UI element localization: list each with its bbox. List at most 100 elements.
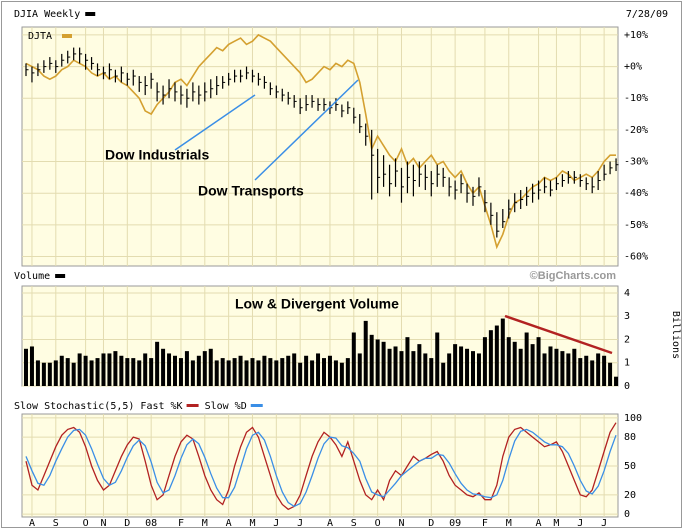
date: 7/28/09 <box>626 9 668 20</box>
bar <box>518 348 523 386</box>
bar <box>286 355 291 386</box>
panel-title: Volume <box>14 271 50 282</box>
y-tick-label: 2 <box>624 334 630 345</box>
x-tick-label: J <box>577 518 583 529</box>
bar <box>184 351 189 386</box>
panel-title: DJIA Weekly <box>14 9 80 20</box>
bar <box>602 355 607 386</box>
bar <box>417 344 422 386</box>
bar <box>441 362 446 386</box>
bar <box>29 346 34 386</box>
legend-swatch <box>62 34 72 38</box>
annotation: Dow Industrials <box>105 147 209 163</box>
bar <box>393 346 398 386</box>
y-tick-label: 80 <box>624 432 636 443</box>
bar <box>125 358 130 386</box>
bar <box>77 353 82 386</box>
x-tick-label: F <box>482 518 488 529</box>
y-tick-label: 4 <box>624 288 630 299</box>
y-tick-label: 0 <box>624 509 630 520</box>
bar <box>53 360 58 386</box>
legend-label: Slow %D <box>205 401 247 412</box>
bar <box>465 348 470 386</box>
bar <box>363 320 368 386</box>
x-tick-label: O <box>375 518 381 529</box>
x-tick-label: S <box>351 518 357 529</box>
bar <box>310 360 315 386</box>
legend-swatch <box>186 404 199 407</box>
bar <box>196 355 201 386</box>
x-tick-label: M <box>249 518 255 529</box>
bar <box>536 337 541 386</box>
bar <box>89 360 94 386</box>
bar <box>471 351 475 386</box>
bar <box>262 355 267 386</box>
bar <box>524 332 529 386</box>
bar <box>167 353 172 386</box>
bar <box>405 337 410 386</box>
bar <box>327 355 332 386</box>
bar <box>268 358 273 386</box>
bar <box>381 341 386 386</box>
bar <box>590 360 595 386</box>
bar <box>244 360 249 386</box>
x-tick-label: M <box>506 518 512 529</box>
bar <box>453 344 458 386</box>
bar <box>578 358 583 386</box>
bar <box>411 351 416 386</box>
y-tick-label: -40% <box>624 188 648 199</box>
bar <box>488 330 493 386</box>
bar <box>143 353 148 386</box>
bar <box>369 334 374 386</box>
y-tick-label: -30% <box>624 157 648 168</box>
annotation: Low & Divergent Volume <box>235 296 399 312</box>
bar <box>41 362 46 386</box>
bar <box>339 362 344 386</box>
x-tick-label: A <box>226 518 232 529</box>
bar <box>220 358 225 386</box>
bar <box>137 360 142 386</box>
bar <box>566 353 571 386</box>
bar <box>208 348 213 386</box>
legend-swatch <box>85 12 96 16</box>
bar <box>572 348 577 386</box>
bar <box>554 348 559 386</box>
x-tick-label: J <box>273 518 279 529</box>
x-tick-label: D <box>124 518 130 529</box>
y-tick-label: -60% <box>624 252 648 263</box>
annotation: Dow Transports <box>198 183 304 199</box>
bar <box>298 362 303 386</box>
bar <box>530 344 535 386</box>
x-tick-label: J <box>601 518 607 529</box>
bar <box>107 353 112 386</box>
bar <box>155 341 160 386</box>
y-axis-label: Billions <box>670 311 681 359</box>
x-tick-label: J <box>297 518 303 529</box>
bar <box>119 355 124 386</box>
bar <box>596 353 601 386</box>
bar <box>387 348 392 386</box>
x-tick-label: N <box>100 518 106 529</box>
line <box>25 33 616 250</box>
bar <box>161 348 166 386</box>
bar <box>459 346 464 386</box>
bar <box>83 355 88 386</box>
bar <box>202 351 207 386</box>
x-tick-label: M <box>553 518 559 529</box>
bar <box>101 353 106 386</box>
bar <box>280 358 285 386</box>
bar <box>351 332 356 386</box>
bar <box>24 348 28 386</box>
y-tick-label: -50% <box>624 220 648 231</box>
bar <box>423 353 428 386</box>
bar <box>429 358 434 386</box>
bar <box>47 362 52 386</box>
bar <box>238 355 243 386</box>
x-tick-label: D <box>428 518 434 529</box>
bar <box>274 360 279 386</box>
bar <box>173 355 177 386</box>
x-tick-label: S <box>53 518 59 529</box>
x-tick-label: A <box>536 518 542 529</box>
bar <box>333 360 338 386</box>
bar <box>190 360 195 386</box>
